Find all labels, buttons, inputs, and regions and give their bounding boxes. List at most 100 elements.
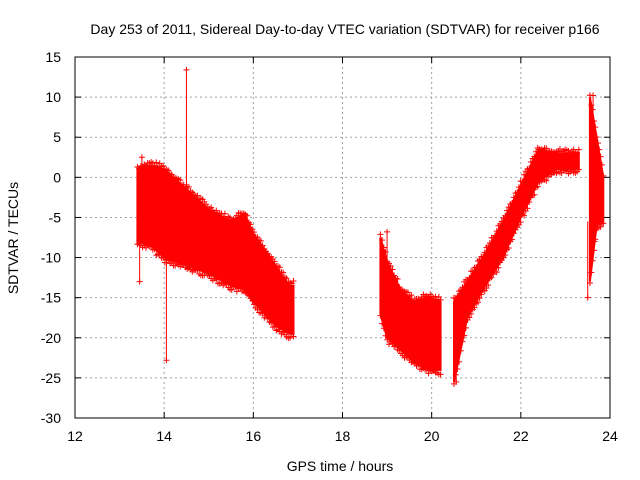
data-point <box>213 276 220 283</box>
data-point <box>521 171 528 178</box>
data-point <box>404 289 411 296</box>
data-point <box>452 371 459 378</box>
data-point <box>251 301 258 308</box>
series-band <box>453 148 580 383</box>
data-point <box>596 221 603 228</box>
data-point <box>247 221 254 228</box>
data-point <box>476 295 483 302</box>
data-point <box>177 177 184 184</box>
data-point <box>213 207 220 214</box>
data-point <box>290 277 297 284</box>
data-point <box>588 269 595 276</box>
data-point <box>590 247 597 254</box>
data-point <box>254 234 261 241</box>
y-tick-label: 0 <box>53 169 61 185</box>
data-point <box>271 258 278 265</box>
data-point-outlier <box>384 228 391 235</box>
data-point <box>534 183 541 190</box>
x-axis-label: GPS time / hours <box>287 458 394 474</box>
data-point <box>597 153 604 160</box>
data-point <box>153 159 160 166</box>
data-point <box>600 220 607 227</box>
data-point-outlier <box>138 154 145 161</box>
data-point <box>259 242 266 249</box>
data-point <box>502 251 509 258</box>
data-point <box>283 275 290 282</box>
data-point <box>461 332 468 339</box>
data-point <box>598 161 605 168</box>
data-point <box>531 153 538 160</box>
y-tick-label: -15 <box>41 290 61 306</box>
data-point <box>543 177 550 184</box>
data-point <box>526 165 533 172</box>
data-point <box>469 268 476 275</box>
data-point <box>597 223 604 230</box>
data-point-outlier <box>453 378 460 385</box>
data-point <box>527 158 534 165</box>
data-point <box>271 323 278 330</box>
data-point <box>491 232 498 239</box>
data-point <box>156 160 163 167</box>
data-point <box>531 191 538 198</box>
data-point <box>517 219 524 226</box>
data-point <box>408 292 415 299</box>
data-point <box>473 264 480 271</box>
data-point <box>379 237 386 244</box>
data-point <box>509 236 516 243</box>
data-series <box>134 66 607 387</box>
series-segment-1 <box>134 66 297 364</box>
data-point <box>485 282 492 289</box>
x-tick-label: 20 <box>424 428 440 444</box>
data-point <box>514 189 521 196</box>
data-point <box>498 218 505 225</box>
data-point <box>466 314 473 321</box>
data-point <box>165 167 172 174</box>
data-point <box>493 269 500 276</box>
data-point <box>232 215 239 222</box>
data-point <box>589 257 596 264</box>
data-point <box>510 194 517 201</box>
data-point <box>503 207 510 214</box>
data-point <box>468 310 475 317</box>
y-tick-label: 10 <box>45 89 61 105</box>
data-point <box>594 225 601 232</box>
data-point <box>148 243 155 250</box>
data-point <box>290 333 297 340</box>
data-point <box>389 266 396 273</box>
data-point <box>509 200 516 207</box>
data-point <box>575 146 582 153</box>
data-point <box>180 181 187 188</box>
data-point <box>493 228 500 235</box>
data-point <box>515 184 522 191</box>
data-point <box>392 342 399 349</box>
data-point <box>287 334 294 341</box>
data-point <box>574 149 581 156</box>
data-point <box>590 118 597 125</box>
y-tick-label: -10 <box>41 250 61 266</box>
data-point <box>257 237 264 244</box>
x-tick-label: 24 <box>602 428 618 444</box>
data-point <box>384 336 391 343</box>
data-point <box>168 258 175 265</box>
data-point <box>380 244 387 251</box>
x-tick-label: 22 <box>513 428 529 444</box>
data-point <box>471 304 478 311</box>
data-point <box>575 166 582 173</box>
data-point <box>264 315 271 322</box>
chart-title: Day 253 of 2011, Sidereal Day-to-day VTE… <box>90 21 599 37</box>
data-point <box>391 272 398 279</box>
data-point-outlier <box>183 66 190 73</box>
data-point <box>457 347 464 354</box>
data-point <box>488 274 495 281</box>
data-point <box>151 246 158 253</box>
data-point <box>510 230 517 237</box>
x-tick-label: 16 <box>246 428 262 444</box>
data-point <box>228 286 235 293</box>
data-point <box>459 338 466 345</box>
data-point <box>425 370 432 377</box>
data-point <box>596 146 603 153</box>
data-point <box>454 365 461 372</box>
data-point <box>505 244 512 251</box>
series-segment-2 <box>377 228 444 378</box>
